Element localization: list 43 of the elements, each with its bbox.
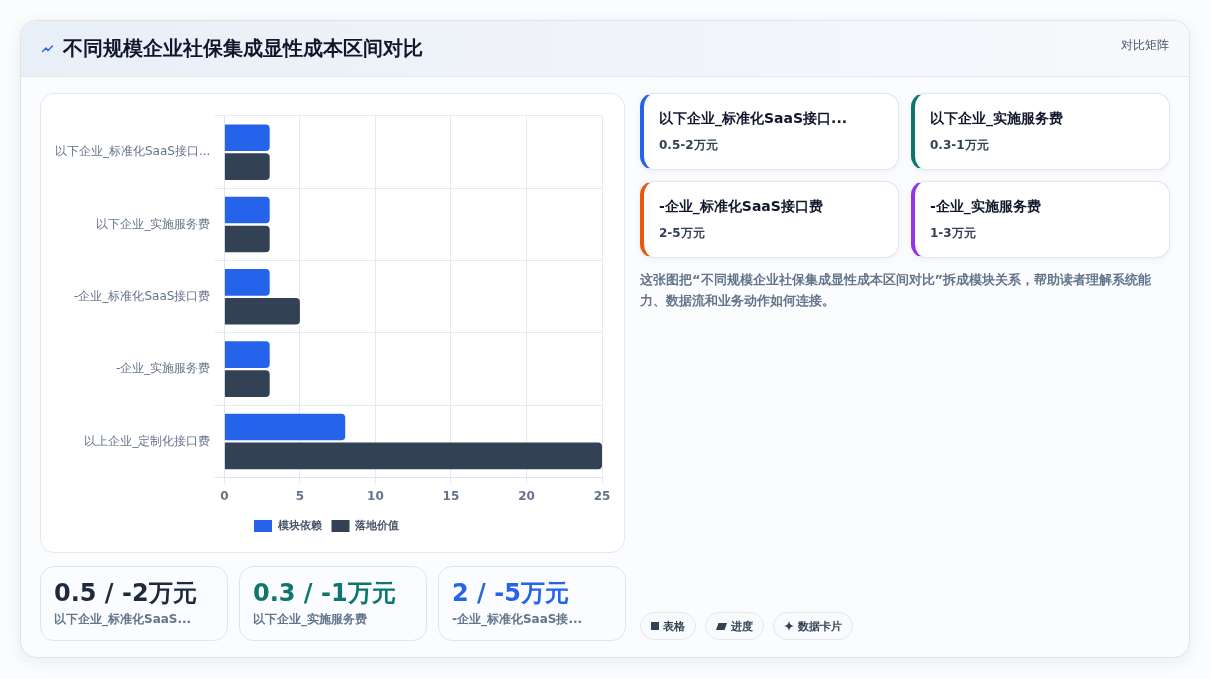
text: 数据卡片 <box>798 618 842 634</box>
bar <box>224 124 270 151</box>
text: 0.3 / -1万元 <box>253 578 396 608</box>
text: 1-3万元 <box>930 226 976 241</box>
x-tick-label: 10 <box>367 488 384 503</box>
y-tick-label: 以下企业_实施服务费 <box>96 216 211 231</box>
x-tick-label: 20 <box>518 488 535 503</box>
bar <box>224 153 270 180</box>
bar <box>224 269 270 296</box>
y-tick-label: 以上企业_定制化接口费 <box>84 433 211 448</box>
bar <box>224 297 300 325</box>
text: 对比矩阵 <box>1121 37 1169 53</box>
chart-title: 不同规模企业社保集成显性成本区间对比 <box>63 36 423 61</box>
bar <box>224 225 270 253</box>
text: 2 / -5万元 <box>452 578 569 608</box>
text: -企业_标准化SaaS接口费 <box>659 197 823 215</box>
y-tick-label: -企业_实施服务费 <box>116 361 211 376</box>
text: 以下企业_标准化SaaS接口... <box>659 109 848 127</box>
text: 0.5-2万元 <box>659 138 718 153</box>
x-tick-label: 0 <box>220 488 229 503</box>
text: 以下企业_实施服务费 <box>930 109 1063 127</box>
bar <box>224 196 270 224</box>
text: 这张图把“不同规模企业社保集成显性成本区间对比”拆成模块关系，帮助读者理解系统能力、数据流和业务动作如何连接。 <box>640 271 1153 310</box>
bar <box>224 442 602 470</box>
text: 0.5 / -2万元 <box>54 578 197 608</box>
y-tick-label: -企业_标准化SaaS接口费 <box>74 288 211 303</box>
y-tick-label: 以下企业_标准化SaaS接口... <box>54 144 211 159</box>
text: 进度 <box>731 618 753 634</box>
x-tick-label: 5 <box>295 488 305 503</box>
legend-label: 落地价值 <box>354 518 399 532</box>
text: 以下企业_实施服务费 <box>253 612 367 627</box>
text: 以下企业_标准化SaaS... <box>54 612 192 627</box>
x-tick-label: 15 <box>442 488 460 503</box>
text: -企业_实施服务费 <box>930 197 1041 215</box>
bar <box>224 341 270 368</box>
text: 0.3-1万元 <box>930 138 989 153</box>
legend-label: 模块依赖 <box>276 518 322 532</box>
text: 表格 <box>663 618 685 634</box>
bar <box>224 413 346 441</box>
text: 2-5万元 <box>659 226 705 241</box>
text: -企业_标准化SaaS接... <box>452 612 583 627</box>
x-tick-label: 25 <box>593 488 611 503</box>
bar <box>224 370 270 397</box>
